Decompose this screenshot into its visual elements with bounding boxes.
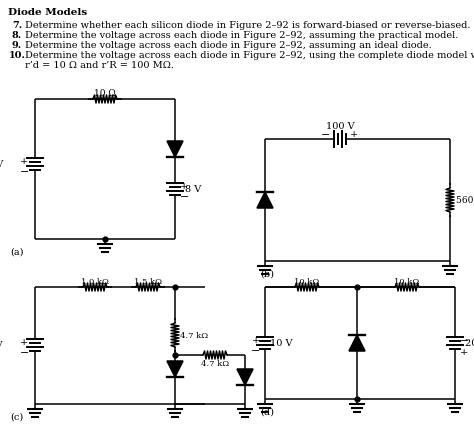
Text: 4.7 kΩ: 4.7 kΩ	[180, 331, 208, 339]
Text: −: −	[180, 191, 190, 202]
Text: Determine the voltage across each diode in Figure 2–92, assuming an ideal diode.: Determine the voltage across each diode …	[25, 41, 432, 50]
Text: 8 V: 8 V	[185, 185, 201, 194]
Text: 4.7 kΩ: 4.7 kΩ	[201, 359, 229, 367]
Text: +: +	[350, 130, 358, 139]
Polygon shape	[237, 369, 253, 385]
Text: 7.: 7.	[12, 21, 22, 30]
Text: (c): (c)	[10, 412, 23, 421]
Text: 560 Ω: 560 Ω	[456, 196, 474, 205]
Text: Determine the voltage across each diode in Figure 2–92, using the complete diode: Determine the voltage across each diode …	[25, 51, 474, 60]
Text: 10 kΩ: 10 kΩ	[294, 277, 319, 286]
Text: Determine whether each silicon diode in Figure 2–92 is forward-biased or reverse: Determine whether each silicon diode in …	[25, 21, 471, 30]
Text: r’d = 10 Ω and r’R = 100 MΩ.: r’d = 10 Ω and r’R = 100 MΩ.	[25, 61, 174, 70]
Text: 1.5 kΩ: 1.5 kΩ	[134, 277, 162, 286]
Polygon shape	[349, 335, 365, 351]
Text: −: −	[321, 130, 331, 140]
Polygon shape	[167, 361, 183, 377]
Text: 10.: 10.	[9, 51, 26, 60]
Text: −: −	[20, 166, 29, 177]
Text: 10 V: 10 V	[270, 339, 292, 348]
Text: Determine the voltage across each diode in Figure 2–92, assuming the practical m: Determine the voltage across each diode …	[25, 31, 458, 40]
Text: +: +	[20, 157, 28, 166]
Text: +: +	[460, 347, 468, 356]
Text: +: +	[20, 337, 28, 346]
Text: 8.: 8.	[12, 31, 22, 40]
Text: 100 V: 100 V	[326, 122, 354, 131]
Text: (a): (a)	[10, 247, 24, 256]
Polygon shape	[167, 141, 183, 158]
Text: −: −	[20, 347, 29, 357]
Text: 1.0 kΩ: 1.0 kΩ	[81, 277, 109, 286]
Text: −: −	[460, 335, 469, 345]
Text: 20 V: 20 V	[465, 339, 474, 348]
Text: +: +	[180, 181, 188, 190]
Text: (d): (d)	[260, 407, 274, 416]
Text: 9.: 9.	[12, 41, 22, 50]
Text: 10 Ω: 10 Ω	[94, 89, 116, 98]
Text: +: +	[252, 335, 260, 344]
Text: (b): (b)	[260, 269, 274, 278]
Text: 5 V: 5 V	[0, 160, 3, 169]
Text: −: −	[251, 345, 260, 355]
Text: 30 V: 30 V	[0, 341, 3, 350]
Polygon shape	[257, 193, 273, 209]
Text: Diode Models: Diode Models	[8, 8, 87, 17]
Text: 10 kΩ: 10 kΩ	[394, 277, 419, 286]
